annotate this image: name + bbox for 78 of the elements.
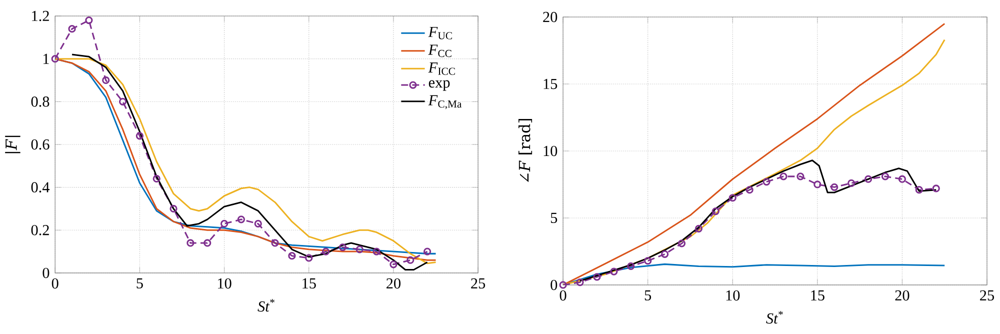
x-tick-label: 0 xyxy=(560,290,566,301)
point xyxy=(305,254,313,262)
point xyxy=(780,172,788,180)
point xyxy=(390,260,398,268)
y-tick-label: 10 xyxy=(544,146,558,156)
x-tick-label: 5 xyxy=(136,278,143,288)
x-tick-label: 25 xyxy=(471,278,486,289)
point xyxy=(68,25,76,33)
point xyxy=(559,281,567,289)
point xyxy=(932,184,940,192)
point xyxy=(576,278,584,286)
point xyxy=(322,248,330,256)
x-tick-label: 10 xyxy=(726,290,740,301)
point xyxy=(51,55,59,63)
point xyxy=(423,248,432,256)
point xyxy=(796,172,804,180)
point xyxy=(864,175,872,183)
point xyxy=(204,239,212,247)
legend-label: exp xyxy=(428,80,450,91)
point xyxy=(627,262,635,270)
y-tick-label: 0.2 xyxy=(31,224,49,236)
y-axis-title: ∠F [rad] xyxy=(518,119,532,182)
y-tick-label: 5 xyxy=(550,212,558,224)
legend-label: F$_{ICC}$ xyxy=(428,62,455,75)
legend-label: F$_{C,Ma}$ xyxy=(428,95,462,110)
y-tick-label: 1.2 xyxy=(32,10,49,22)
point xyxy=(814,180,822,188)
point xyxy=(762,178,770,186)
point xyxy=(220,220,228,228)
point xyxy=(271,239,279,247)
point xyxy=(118,98,127,106)
y-axis-title: |F| xyxy=(5,136,20,154)
point xyxy=(152,174,160,183)
legend-label: F$_{CC}$ xyxy=(428,44,452,58)
x-tick-label: 15 xyxy=(811,290,824,301)
point xyxy=(593,273,601,281)
x-tick-label: 20 xyxy=(895,290,910,301)
x-axis-title: St$^{*}$ xyxy=(766,311,783,324)
y-tick-label: 15 xyxy=(544,78,558,90)
x-tick-label: 5 xyxy=(644,290,652,300)
point xyxy=(288,252,296,260)
point xyxy=(746,186,754,194)
point xyxy=(102,76,110,84)
point xyxy=(254,220,262,228)
legend-label: F$_{UC}$ xyxy=(428,26,452,40)
point xyxy=(694,224,703,233)
point xyxy=(644,257,652,265)
point xyxy=(660,250,669,258)
point xyxy=(678,240,686,248)
x-axis-title: St$^{*}$ xyxy=(258,299,274,312)
point xyxy=(186,239,194,247)
y-tick-label: 0.6 xyxy=(31,139,50,150)
point xyxy=(372,248,380,256)
x-tick-label: 25 xyxy=(980,290,994,301)
point xyxy=(712,207,720,216)
point xyxy=(881,172,890,180)
point xyxy=(356,246,364,254)
point xyxy=(898,175,906,183)
point xyxy=(915,186,923,194)
point xyxy=(85,16,93,24)
x-tick-label: 20 xyxy=(386,278,400,289)
y-tick-label: 0 xyxy=(42,268,50,278)
point xyxy=(406,256,414,264)
x-tick-label: 10 xyxy=(218,278,232,289)
point xyxy=(728,194,736,202)
y-tick-label: 0.4 xyxy=(31,182,50,192)
x-tick-label: 15 xyxy=(302,278,316,289)
point xyxy=(610,268,618,276)
point xyxy=(338,243,347,252)
point xyxy=(830,183,838,191)
point xyxy=(136,132,144,140)
x-tick-label: 0 xyxy=(52,278,58,289)
y-tick-label: 1 xyxy=(43,54,49,64)
point xyxy=(237,216,245,224)
point xyxy=(848,179,856,187)
y-tick-label: 20 xyxy=(543,12,558,22)
y-tick-label: 0.8 xyxy=(31,96,50,107)
point xyxy=(170,204,178,213)
